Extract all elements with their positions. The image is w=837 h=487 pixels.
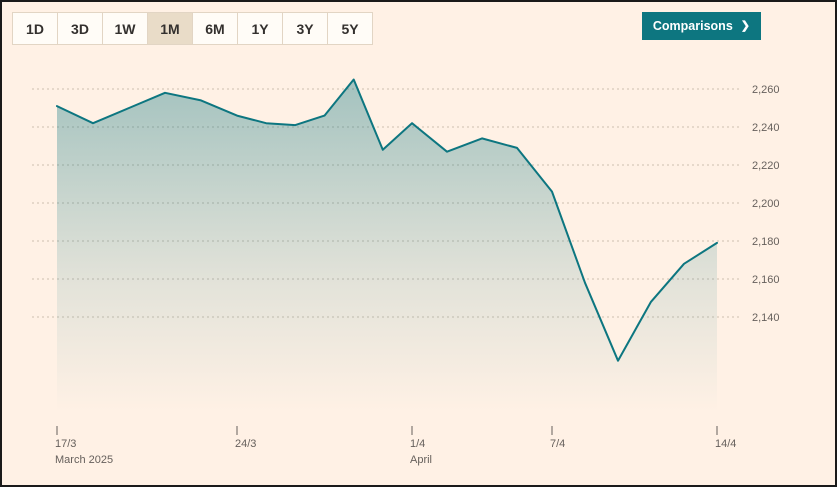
x-axis-sublabel: April <box>410 454 432 466</box>
y-axis-label: 2,160 <box>752 274 780 286</box>
x-axis-label: 24/3 <box>235 438 256 450</box>
x-axis-label: 7/4 <box>550 438 565 450</box>
price-line <box>56 78 718 362</box>
y-axis-label: 2,200 <box>752 198 780 210</box>
range-button-1w[interactable]: 1W <box>102 12 148 45</box>
range-button-1y[interactable]: 1Y <box>237 12 283 45</box>
chevron-right-icon: ❯ <box>740 19 750 32</box>
time-range-selector: 1D 3D 1W 1M 6M 1Y 3Y 5Y <box>12 12 373 45</box>
range-button-3d[interactable]: 3D <box>57 12 103 45</box>
x-axis-label: 1/4 <box>410 438 425 450</box>
y-axis-label: 2,240 <box>752 122 780 134</box>
range-button-1m[interactable]: 1M <box>147 12 193 45</box>
y-axis-label: 2,140 <box>752 312 780 324</box>
range-button-3y[interactable]: 3Y <box>282 12 328 45</box>
range-button-5y[interactable]: 5Y <box>327 12 373 45</box>
y-axis-label: 2,180 <box>752 236 780 248</box>
comparisons-label: Comparisons <box>652 19 733 33</box>
range-button-1d[interactable]: 1D <box>12 12 58 45</box>
y-axis-label: 2,220 <box>752 160 780 172</box>
area-fill <box>57 79 717 426</box>
x-axis-label: 17/3 <box>55 438 76 450</box>
range-button-6m[interactable]: 6M <box>192 12 238 45</box>
y-axis-label: 2,260 <box>752 84 780 96</box>
comparisons-button[interactable]: Comparisons ❯ <box>641 12 761 40</box>
x-axis-label: 14/4 <box>715 438 736 450</box>
x-axis-sublabel: March 2025 <box>55 454 113 466</box>
toolbar: 1D 3D 1W 1M 6M 1Y 3Y 5Y Comparisons ❯ <box>12 12 761 45</box>
